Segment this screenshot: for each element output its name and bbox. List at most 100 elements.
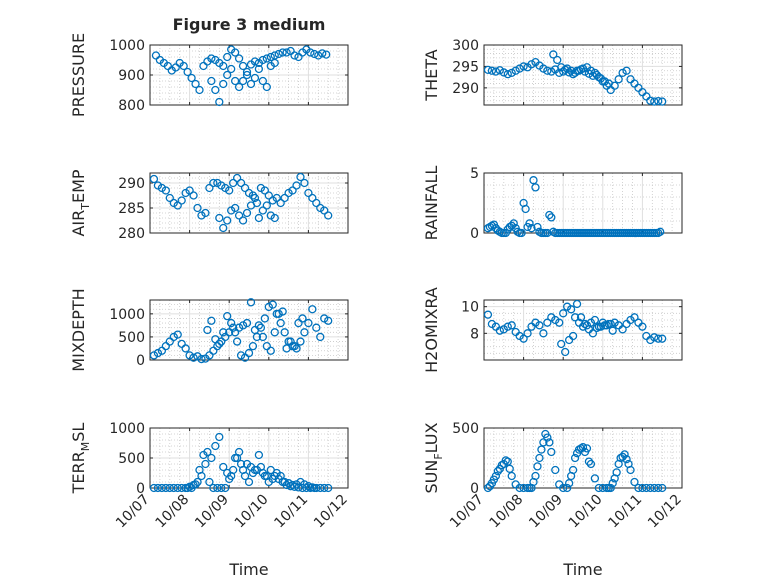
y-tick-label: 5 <box>470 166 479 182</box>
data-point <box>549 50 558 59</box>
data-point <box>547 447 556 457</box>
data-point <box>507 321 516 330</box>
data-point <box>543 228 552 238</box>
data-point <box>537 445 546 454</box>
data-point <box>244 348 254 358</box>
x-tick-label: 10/08 <box>153 492 193 532</box>
data-point <box>312 198 321 208</box>
data-point <box>545 210 554 220</box>
data-point <box>203 447 212 457</box>
y-axis-label-subscript: T <box>79 203 92 211</box>
data-point <box>195 465 204 475</box>
y-tick-label: 10 <box>461 300 479 316</box>
y-tick-label: 300 <box>452 38 479 54</box>
subplot-sun_flux: 0 500 10/07 10/08 10/09 10/10 10/11 10/12 Time SU… <box>422 421 685 579</box>
x-axis-label: Time <box>228 560 268 579</box>
data-point <box>572 299 582 309</box>
data-point <box>213 483 222 493</box>
data-point <box>221 483 230 493</box>
data-point <box>280 328 289 337</box>
data-point <box>246 79 256 89</box>
data-point <box>568 331 578 341</box>
data-point <box>149 483 159 493</box>
data-point <box>157 483 167 493</box>
y-tick-label: 0 <box>136 481 145 497</box>
data-point <box>262 201 271 210</box>
data-point <box>310 483 319 493</box>
data-point <box>161 483 170 493</box>
subplot-h2omixra: 8 10 H2OMIXRA <box>422 287 683 373</box>
data-point <box>503 69 512 79</box>
data-point <box>324 316 333 325</box>
data-point <box>312 323 321 332</box>
data-point <box>276 198 285 208</box>
subplot-pressure: 800 900 1000 PRESSURE <box>69 33 349 117</box>
data-point <box>189 353 198 362</box>
data-point <box>223 216 232 225</box>
data-point <box>262 471 271 481</box>
data-point <box>535 453 544 463</box>
data-point <box>658 334 667 343</box>
y-axis-label-main: H2OMIXRA <box>422 287 441 373</box>
subplot-terr_msl: 0 500 1000 10/07 10/08 10/09 10/10 10/11 10/12 Ti… <box>69 421 351 579</box>
data-point <box>561 347 570 357</box>
data-point <box>254 450 264 460</box>
data-point <box>238 216 248 225</box>
data-point <box>183 67 192 77</box>
y-tick-label: 285 <box>118 201 145 217</box>
data-point <box>527 60 536 69</box>
data-point <box>630 477 639 487</box>
data-point <box>244 477 254 487</box>
data-point <box>207 76 216 86</box>
data-point <box>521 204 530 214</box>
y-tick-label: 1000 <box>109 38 145 54</box>
data-point <box>215 97 224 107</box>
data-point <box>525 219 534 228</box>
data-point <box>276 318 285 328</box>
data-point <box>197 354 206 364</box>
data-point <box>557 339 566 349</box>
y-axis-label-main: RAINFALL <box>422 166 441 241</box>
data-point <box>242 208 252 218</box>
data-point <box>497 461 506 470</box>
data-point <box>262 54 271 63</box>
data-point <box>230 453 240 463</box>
data-point <box>519 62 528 71</box>
y-tick-label: 900 <box>118 68 145 84</box>
data-point <box>604 79 613 88</box>
data-point <box>258 332 268 342</box>
data-point <box>555 318 564 327</box>
y-tick-label: 500 <box>118 451 145 467</box>
x-tick-label: 10/10 <box>232 492 272 532</box>
data-point <box>225 186 234 195</box>
data-point <box>272 193 281 203</box>
data-point <box>205 477 214 487</box>
data-point <box>282 48 291 57</box>
data-point <box>240 183 250 193</box>
data-point <box>543 66 552 75</box>
data-point <box>169 483 178 493</box>
y-axis-label: THETA <box>422 49 441 101</box>
data-point <box>529 176 538 185</box>
data-point <box>209 178 218 188</box>
data-point <box>320 483 329 493</box>
data-point <box>572 449 582 458</box>
data-point <box>519 334 528 343</box>
y-tick-label: 1000 <box>109 307 145 323</box>
data-point <box>547 67 556 76</box>
x-tick-label: 10/08 <box>487 492 527 532</box>
data-point <box>618 325 627 334</box>
data-point <box>624 459 633 469</box>
data-point <box>227 318 236 328</box>
data-point <box>195 85 204 95</box>
data-point <box>215 432 224 442</box>
data-point <box>658 97 667 106</box>
data-point <box>242 318 252 328</box>
data-point <box>646 483 655 493</box>
data-point <box>219 61 228 71</box>
data-point <box>189 191 198 200</box>
data-point <box>211 85 220 95</box>
data-point <box>230 203 240 213</box>
data-point <box>258 55 268 65</box>
data-point <box>165 193 174 203</box>
